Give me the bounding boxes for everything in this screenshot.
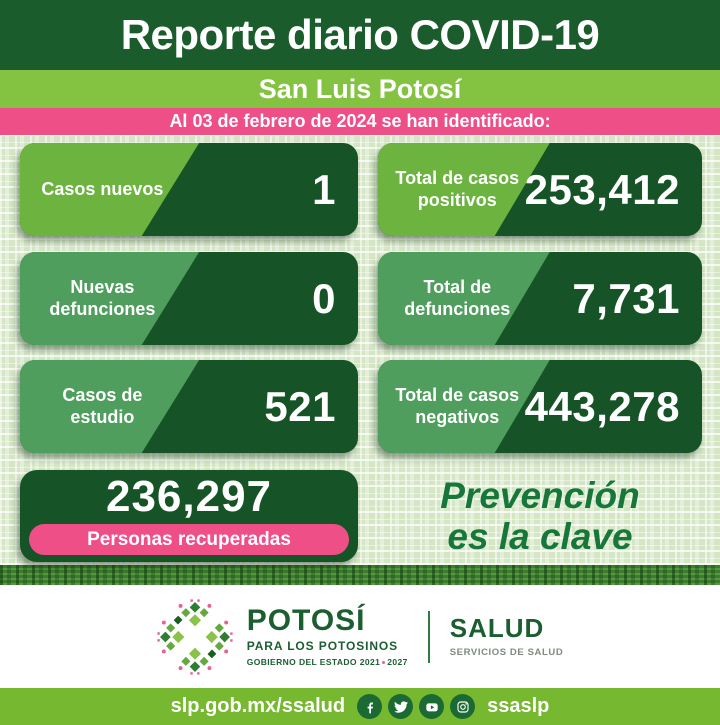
stat-card-label-area: Nuevas defunciones <box>20 252 200 345</box>
stat-card-casos-de-estudio: Casos de estudio 521 <box>20 360 358 453</box>
stat-card-casos-nuevos: Casos nuevos 1 <box>20 143 358 236</box>
stat-label: Total de casos positivos <box>395 168 520 210</box>
stat-value: 7,731 <box>572 274 680 322</box>
facebook-icon[interactable] <box>357 694 383 719</box>
social-handle[interactable]: ssaslp <box>487 695 550 717</box>
twitter-icon[interactable] <box>388 694 414 719</box>
region-band: San Luis Potosí <box>0 70 720 108</box>
org-name: SALUD <box>449 613 545 643</box>
government-line-pre: GOBIERNO DEL ESTADO 2021 <box>246 657 381 667</box>
footer-logos: POTOSÍ PARA LOS POTOSINOS GOBIERNO DEL E… <box>0 585 720 688</box>
recovered-value: 236,297 <box>105 472 273 521</box>
stat-value: 0 <box>312 274 336 322</box>
pink-dot-icon <box>382 660 386 664</box>
stat-label: Total de defunciones <box>404 277 511 319</box>
stat-value: 521 <box>264 382 336 430</box>
logo-divider <box>427 610 430 663</box>
recovered-label-badge: Personas recuperadas <box>29 524 349 555</box>
page-title: Reporte diario COVID-19 <box>120 11 600 58</box>
decorative-pattern-band <box>0 565 720 585</box>
youtube-icon[interactable] <box>419 694 445 719</box>
stat-label: Nuevas defunciones <box>49 277 156 319</box>
header: Reporte diario COVID-19 <box>0 0 720 70</box>
stat-card-label-area: Total de casos positivos <box>378 143 550 236</box>
potosi-logo-text: POTOSÍ PARA LOS POTOSINOS GOBIERNO DEL E… <box>246 604 408 668</box>
date-band: Al 03 de febrero de 2024 se han identifi… <box>0 108 720 135</box>
social-bar: slp.gob.mx/ssalud <box>0 688 720 725</box>
stat-card-total-positivos: Total de casos positivos 253,412 <box>378 143 702 236</box>
salud-logo-text: SALUD SERVICIOS DE SALUD <box>450 615 564 658</box>
region-name: San Luis Potosí <box>258 73 462 104</box>
org-subtitle: SERVICIOS DE SALUD <box>449 647 564 658</box>
brand-name: POTOSÍ <box>246 604 366 637</box>
slogan-line-2: es la clave <box>447 516 633 557</box>
prevention-slogan: Prevención es la clave <box>378 470 702 562</box>
government-line: GOBIERNO DEL ESTADO 2021 2027 <box>247 657 408 667</box>
stat-card-total-negativos: Total de casos negativos 443,278 <box>378 360 702 453</box>
stat-card-total-defunciones: Total de defunciones 7,731 <box>378 252 702 345</box>
recovered-card: 236,297 Personas recuperadas <box>20 470 358 562</box>
stat-value: 253,412 <box>524 165 680 213</box>
stat-card-nuevas-defunciones: Nuevas defunciones 0 <box>20 252 358 345</box>
brand-tagline: PARA LOS POTOSINOS <box>246 639 399 653</box>
stat-label: Casos de estudio <box>62 385 143 427</box>
stat-card-label-area: Casos nuevos <box>20 143 200 236</box>
slogan-line-1: Prevención <box>440 474 640 516</box>
instagram-icon[interactable] <box>450 694 476 719</box>
stats-area: Casos nuevos 1 Total de casos positivos … <box>0 135 720 565</box>
social-icons <box>357 694 476 719</box>
stat-label: Total de casos negativos <box>395 385 520 427</box>
stat-value: 443,278 <box>524 382 680 430</box>
government-line-post: 2027 <box>387 657 408 667</box>
website-url[interactable]: slp.gob.mx/ssalud <box>170 695 346 717</box>
stat-label: Casos nuevos <box>41 178 164 199</box>
potosi-emblem-icon <box>156 597 233 676</box>
stat-value: 1 <box>312 165 336 213</box>
recovered-label: Personas recuperadas <box>87 528 291 550</box>
report-date-line: Al 03 de febrero de 2024 se han identifi… <box>169 111 551 131</box>
